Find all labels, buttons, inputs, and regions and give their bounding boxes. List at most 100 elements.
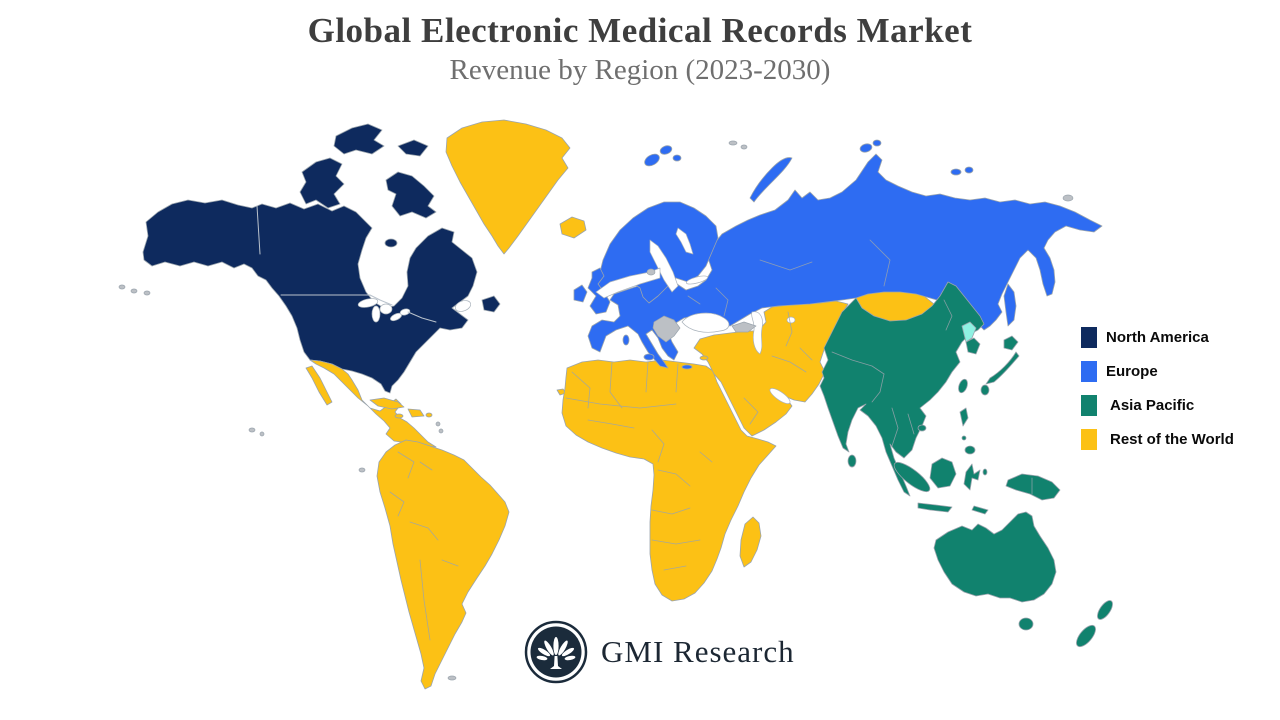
brand-name: GMI Research — [601, 634, 795, 669]
sakhalin — [1003, 283, 1017, 327]
tasmania — [1018, 617, 1034, 631]
balkans — [652, 315, 681, 343]
hispaniola — [407, 408, 425, 418]
map-legend: North America Europe Asia Pacific Rest o… — [1081, 327, 1234, 463]
legend-label: North America — [1106, 329, 1209, 346]
arctic-island-ellesmere — [333, 123, 385, 155]
north-america-mainland — [142, 199, 478, 394]
svalbard-3 — [672, 154, 682, 162]
asia-mainland — [819, 281, 985, 497]
australia — [933, 511, 1057, 603]
aral-sea — [786, 316, 796, 324]
corsica-sardinia — [622, 334, 630, 346]
legend-label: Europe — [1106, 363, 1158, 380]
hawaii — [248, 427, 256, 433]
lesser-antilles — [435, 421, 441, 427]
sulawesi — [963, 463, 981, 491]
crete — [681, 364, 693, 370]
caucasus — [731, 321, 757, 333]
ireland — [573, 284, 588, 303]
africa — [561, 359, 777, 602]
persian-gulf — [769, 388, 791, 404]
sicily — [643, 353, 655, 361]
arctic-island-devon — [397, 139, 429, 157]
map-region-asia-pacific — [819, 281, 1113, 648]
skagerrak — [595, 267, 661, 299]
galapagos — [358, 467, 366, 473]
denmark-patch — [646, 268, 656, 276]
legend-swatch-north-america — [1081, 327, 1097, 348]
legend-item-europe: Europe — [1081, 361, 1234, 382]
baja-california — [305, 365, 333, 406]
legend-item-rest-of-world: Rest of the World — [1081, 429, 1234, 450]
svalbard — [644, 153, 660, 167]
japan-hokkaido — [1003, 335, 1019, 351]
legend-swatch-europe — [1081, 361, 1097, 382]
legend-item-north-america: North America — [1081, 327, 1234, 348]
aleutians — [118, 284, 126, 290]
aleutians-2 — [130, 288, 138, 294]
inland-seas — [595, 227, 963, 404]
lesser-antilles-2 — [438, 428, 444, 434]
white-sea — [675, 227, 694, 255]
na-lakes — [357, 298, 472, 323]
sumatra — [893, 461, 931, 493]
moluccas — [982, 468, 988, 476]
legend-swatch-asia-pacific — [1081, 395, 1097, 416]
jamaica — [394, 413, 404, 419]
new-guinea — [1005, 473, 1061, 501]
franz-josef-land-2 — [740, 144, 748, 150]
caspian-sea — [751, 311, 763, 355]
legend-label: Asia Pacific — [1110, 397, 1195, 414]
hawaii-2 — [259, 431, 265, 437]
black-sea — [681, 312, 730, 333]
taiwan — [958, 378, 968, 394]
cuba — [369, 397, 405, 410]
puerto-rico — [425, 412, 433, 418]
japan-kyushu — [980, 384, 990, 396]
svalbard-2 — [659, 145, 673, 155]
mexico-central-america — [309, 359, 437, 448]
baltic-sea — [649, 239, 679, 293]
north-korea-highlight — [961, 321, 977, 343]
hainan — [917, 424, 927, 432]
philippines-luzon — [959, 407, 969, 427]
map-region-rest-of-world — [305, 119, 935, 690]
map-unclassified-areas — [118, 140, 1074, 681]
wrangel-island — [1062, 194, 1074, 202]
brand-footer: GMI Research — [524, 620, 795, 684]
header: Global Electronic Medical Records Market… — [0, 11, 1280, 87]
na-internal-borders — [256, 205, 437, 323]
greenland — [445, 119, 571, 255]
legend-swatch-rest-of-world — [1081, 429, 1097, 450]
legend-item-asia-pacific: Asia Pacific — [1081, 395, 1234, 416]
sri-lanka — [847, 454, 857, 468]
map-region-north-america — [142, 123, 501, 394]
philippines-mindanao — [964, 445, 976, 455]
severnaya-zemlya-2 — [872, 139, 882, 147]
iceland — [559, 216, 587, 239]
south-korea — [965, 337, 981, 355]
cyprus — [699, 355, 709, 361]
new-siberian-islands-2 — [964, 166, 974, 174]
falklands — [447, 675, 457, 681]
arctic-island-banks-victoria — [299, 157, 345, 209]
south-america — [376, 439, 510, 690]
philippines-visayas — [961, 435, 967, 441]
severnaya-zemlya — [859, 143, 873, 153]
middle-east-central-asia — [693, 300, 849, 437]
novaya-zemlya — [749, 157, 793, 203]
japan-honshu — [985, 351, 1020, 385]
southampton-island — [384, 238, 398, 248]
legend-label: Rest of the World — [1110, 431, 1234, 448]
franz-josef-land — [728, 140, 738, 146]
java — [917, 502, 953, 513]
nz-north-island — [1097, 600, 1113, 620]
borneo — [929, 457, 957, 489]
country-borders — [389, 239, 1033, 641]
new-siberian-islands — [950, 168, 962, 176]
newfoundland — [481, 295, 501, 313]
nz-south-island — [1076, 624, 1096, 648]
page-title: Global Electronic Medical Records Market — [307, 11, 973, 50]
